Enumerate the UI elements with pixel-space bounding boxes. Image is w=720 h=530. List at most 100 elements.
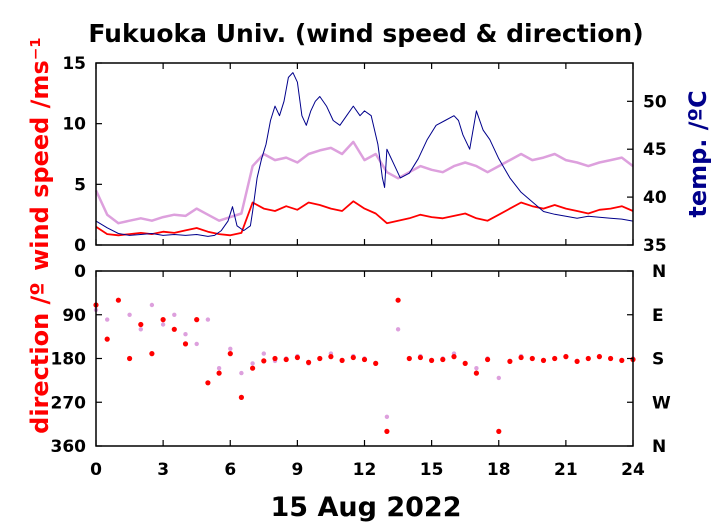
direction-point-1-13 bbox=[238, 394, 244, 400]
direction-point-1-5 bbox=[149, 351, 155, 357]
top-series-line-2 bbox=[95, 72, 634, 237]
direction-point-1-29 bbox=[417, 354, 423, 361]
top-y-tick-label: 0 bbox=[74, 236, 86, 256]
direction-point-0-26 bbox=[384, 414, 390, 419]
direction-point-1-4 bbox=[138, 321, 144, 328]
direction-point-0-34 bbox=[474, 366, 479, 371]
direction-point-1-3 bbox=[127, 355, 133, 362]
direction-point-1-31 bbox=[440, 356, 446, 363]
chart-title: Fukuoka Univ. (wind speed & direction) bbox=[88, 19, 643, 48]
direction-point-1-30 bbox=[429, 357, 435, 363]
direction-point-1-41 bbox=[552, 355, 558, 362]
top-series-line-0 bbox=[94, 140, 634, 225]
bottom-y2-tick-label: S bbox=[652, 350, 664, 370]
direction-point-1-12 bbox=[227, 351, 233, 357]
top-y2-tick-label: 50 bbox=[643, 92, 667, 112]
direction-point-1-9 bbox=[194, 317, 200, 323]
top-y-tick-label: 5 bbox=[74, 175, 86, 195]
top-series-line-1 bbox=[95, 200, 634, 237]
top-y2-tick-label: 40 bbox=[643, 188, 667, 208]
direction-point-0-9 bbox=[194, 341, 199, 347]
direction-point-1-40 bbox=[540, 357, 547, 363]
direction-point-0-6 bbox=[160, 322, 166, 327]
x-tick-label: 9 bbox=[291, 460, 303, 480]
top-y2-tick-label: 45 bbox=[643, 140, 667, 160]
x-tick-label: 0 bbox=[90, 460, 102, 480]
direction-point-1-35 bbox=[485, 356, 491, 363]
direction-point-1-28 bbox=[406, 355, 412, 362]
top-panel-series bbox=[94, 72, 634, 237]
direction-point-1-34 bbox=[473, 370, 479, 376]
direction-point-0-14 bbox=[250, 361, 255, 366]
x-tick-label: 15 bbox=[420, 460, 444, 480]
x-tick-label: 24 bbox=[621, 460, 645, 480]
bottom-panel-series bbox=[93, 297, 636, 434]
direction-point-1-22 bbox=[339, 357, 345, 363]
bottom-y-tick-label: 180 bbox=[51, 350, 87, 370]
bottom-y-tick-label: 270 bbox=[51, 393, 87, 413]
top-y2-tick-label: 35 bbox=[643, 236, 667, 256]
direction-point-0-7 bbox=[172, 312, 177, 317]
direction-point-0-11 bbox=[216, 366, 222, 371]
direction-point-0-5 bbox=[149, 302, 155, 308]
top-y-tick-label: 10 bbox=[62, 115, 86, 135]
x-tick-label: 6 bbox=[224, 460, 236, 480]
direction-point-0-10 bbox=[205, 317, 211, 322]
direction-point-0-27 bbox=[395, 327, 401, 332]
direction-point-1-44 bbox=[585, 355, 591, 362]
direction-point-1-6 bbox=[160, 317, 166, 323]
direction-point-1-21 bbox=[328, 354, 334, 360]
direction-point-1-43 bbox=[574, 358, 580, 364]
direction-point-1-20 bbox=[317, 355, 323, 362]
direction-point-1-47 bbox=[619, 357, 625, 363]
direction-point-1-18 bbox=[294, 354, 300, 361]
direction-point-1-36 bbox=[496, 428, 502, 434]
direction-point-0-4 bbox=[138, 327, 143, 332]
axis-ticks: 0 3 6 9 12 15 18 21 24 0 5 10 15 35 40 45 50 0 N 90 E 180 S 270… bbox=[51, 54, 672, 480]
direction-point-1-24 bbox=[361, 356, 368, 363]
x-tick-label: 18 bbox=[487, 460, 511, 480]
direction-point-1-23 bbox=[350, 354, 356, 361]
direction-point-1-16 bbox=[272, 355, 278, 362]
direction-point-1-46 bbox=[608, 355, 614, 362]
direction-point-0-36 bbox=[496, 375, 501, 381]
direction-point-1-2 bbox=[115, 297, 121, 303]
direction-point-1-25 bbox=[373, 360, 379, 366]
direction-point-0-8 bbox=[183, 332, 188, 337]
top-right-axis-label: temp. /ºC bbox=[684, 90, 712, 217]
direction-point-1-32 bbox=[451, 354, 457, 360]
x-tick-label: 3 bbox=[157, 460, 169, 480]
bottom-y2-tick-label: W bbox=[652, 393, 671, 413]
bottom-y2-tick-label: N bbox=[652, 262, 666, 282]
direction-point-1-14 bbox=[250, 365, 256, 371]
direction-point-1-11 bbox=[216, 370, 222, 376]
direction-point-1-15 bbox=[261, 358, 267, 364]
direction-point-1-1 bbox=[104, 336, 110, 342]
bottom-y-tick-label: 360 bbox=[51, 437, 87, 457]
bottom-y2-tick-label: N bbox=[652, 437, 666, 457]
bottom-y2-tick-label: E bbox=[652, 306, 664, 326]
bottom-y-tick-label: 90 bbox=[62, 306, 86, 326]
direction-point-1-19 bbox=[306, 359, 312, 365]
direction-point-1-7 bbox=[171, 326, 177, 332]
x-tick-label: 12 bbox=[353, 460, 377, 480]
x-tick-label: 21 bbox=[554, 460, 578, 480]
direction-point-1-26 bbox=[384, 428, 390, 434]
direction-point-1-33 bbox=[462, 360, 468, 366]
direction-point-1-17 bbox=[283, 356, 289, 363]
direction-point-0-13 bbox=[239, 370, 244, 376]
direction-point-0-1 bbox=[105, 317, 110, 322]
direction-point-1-37 bbox=[507, 358, 513, 364]
bottom-left-axis-label: direction /º bbox=[26, 282, 54, 434]
direction-point-1-27 bbox=[395, 297, 401, 303]
direction-point-1-42 bbox=[563, 354, 569, 360]
bottom-y-tick-label: 0 bbox=[74, 262, 86, 282]
top-left-axis-label: wind speed /ms⁻¹ bbox=[26, 37, 54, 271]
direction-point-1-10 bbox=[205, 380, 211, 386]
direction-point-1-8 bbox=[182, 341, 189, 347]
top-y-tick-label: 15 bbox=[62, 54, 86, 74]
direction-point-0-15 bbox=[261, 351, 266, 356]
date-label: 15 Aug 2022 bbox=[271, 492, 462, 523]
direction-point-0-3 bbox=[127, 312, 132, 317]
